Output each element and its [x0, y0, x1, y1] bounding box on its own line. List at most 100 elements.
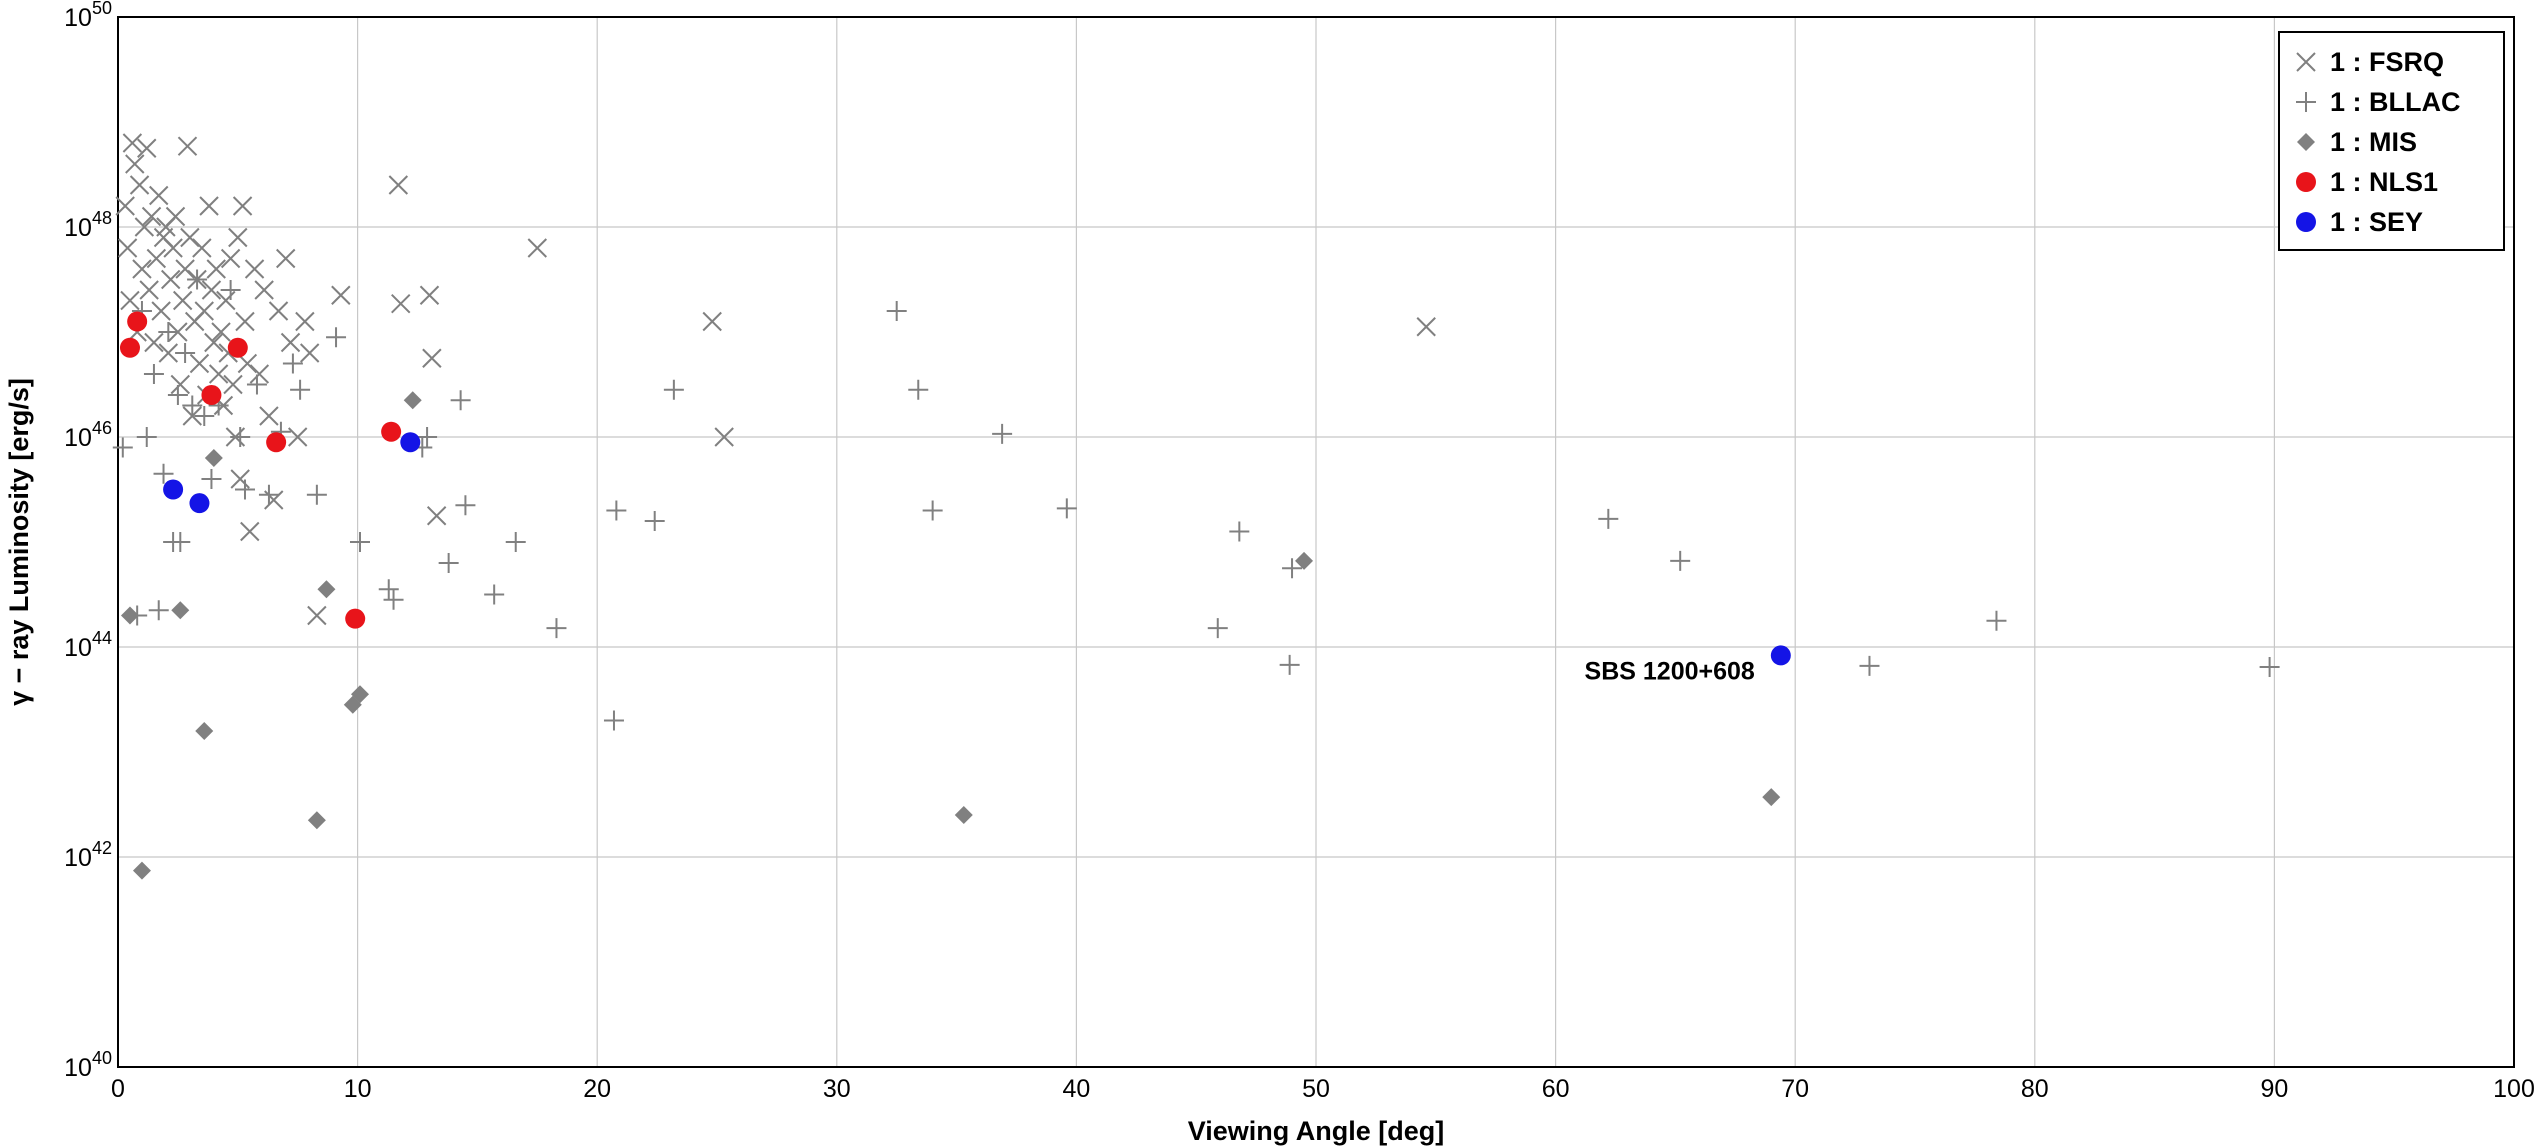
data-point — [258, 484, 279, 505]
data-point — [223, 374, 243, 395]
legend-label: 1 : NLS1 — [2330, 167, 2438, 197]
data-point — [381, 421, 402, 442]
data-point — [195, 722, 214, 740]
data-point — [206, 259, 226, 279]
legend-label: 1 : SEY — [2330, 207, 2423, 237]
x-tick-label: 60 — [1542, 1075, 1570, 1103]
legend-label: 1 : MIS — [2330, 127, 2417, 157]
data-point — [175, 259, 195, 279]
data-point — [908, 379, 929, 400]
data-point — [287, 427, 308, 447]
data-point — [702, 311, 722, 332]
data-point — [148, 600, 169, 621]
data-point — [266, 432, 287, 453]
y-tick-label: 1042 — [64, 838, 112, 872]
axis-ticks: 0 10 20 30 40 50 60 70 80 90 100 1040 1042 1044 1046 10… — [64, 0, 2535, 1103]
data-point — [349, 532, 370, 552]
data-point — [132, 861, 151, 880]
data-point — [163, 479, 184, 500]
data-point — [187, 269, 208, 290]
data-point — [189, 493, 210, 514]
data-point — [1770, 645, 1791, 666]
data-point — [220, 280, 241, 300]
data-point — [922, 500, 943, 521]
y-tick-label: 1044 — [64, 628, 112, 662]
data-point — [438, 553, 459, 573]
x-tick-label: 20 — [583, 1075, 611, 1103]
data-point — [170, 374, 191, 395]
series-2 — [120, 391, 1781, 880]
data-point — [227, 337, 248, 358]
data-point — [230, 469, 250, 489]
data-point — [1670, 550, 1691, 571]
data-point — [992, 423, 1013, 444]
data-point — [139, 280, 159, 300]
data-point — [228, 227, 248, 248]
data-point — [606, 500, 627, 521]
data-point — [122, 133, 143, 153]
data-point — [527, 238, 548, 258]
x-tick-label: 50 — [1302, 1075, 1330, 1103]
data-point — [276, 248, 296, 269]
data-point — [350, 685, 369, 704]
data-point — [143, 364, 164, 384]
data-point — [171, 601, 190, 620]
data-point — [120, 290, 140, 311]
series-3 — [119, 311, 402, 629]
x-axis-title: Viewing Angle [deg] — [1188, 1116, 1445, 1146]
data-point — [134, 217, 155, 237]
annotation-sbs: SBS 1200+608 — [1585, 657, 1755, 685]
data-point — [307, 811, 326, 830]
x-tick-label: 30 — [823, 1075, 851, 1103]
legend-marker — [2296, 52, 2316, 72]
data-point — [158, 322, 179, 342]
data-point — [127, 311, 148, 332]
x-tick-label: 100 — [2493, 1075, 2535, 1103]
data-point — [663, 379, 684, 400]
data-point — [484, 584, 505, 605]
data-point — [237, 353, 258, 374]
data-point — [182, 406, 202, 426]
data-point — [194, 301, 214, 321]
data-point — [299, 343, 320, 363]
grid — [117, 16, 2515, 1068]
data-point — [189, 353, 210, 374]
data-point — [1986, 610, 2007, 631]
data-point — [137, 138, 157, 158]
data-point — [125, 154, 145, 174]
data-point — [290, 379, 311, 400]
data-point — [246, 374, 267, 395]
data-point — [400, 432, 421, 453]
data-point — [204, 449, 223, 467]
x-tick-label: 0 — [111, 1075, 125, 1103]
data-point — [211, 322, 231, 342]
legend-marker — [2296, 212, 2316, 232]
legend-label: 1 : FSRQ — [2330, 47, 2444, 77]
y-axis-title: γ − ray Luminosity [erg/s] — [4, 378, 34, 706]
x-tick-label: 70 — [1781, 1075, 1809, 1103]
x-tick-label: 80 — [2021, 1075, 2049, 1103]
data-point — [132, 259, 152, 279]
data-point — [149, 185, 169, 206]
data-point — [1279, 654, 1300, 675]
data-point — [216, 290, 236, 311]
data-point — [167, 385, 188, 405]
data-point — [403, 391, 422, 410]
data-point — [201, 469, 222, 489]
data-point — [204, 332, 224, 353]
data-point — [177, 136, 198, 156]
data-point — [151, 301, 171, 321]
data-point — [1598, 508, 1619, 529]
legend-marker — [2296, 172, 2316, 192]
data-point — [182, 395, 203, 416]
data-point — [249, 364, 270, 384]
series-0 — [115, 133, 1436, 626]
data-point — [450, 390, 471, 411]
series-1 — [112, 269, 2280, 731]
data-point — [201, 280, 222, 300]
data-point — [2259, 656, 2280, 677]
plot-frame — [117, 16, 2515, 1068]
legend-box — [2278, 31, 2505, 251]
data-point — [244, 259, 265, 279]
